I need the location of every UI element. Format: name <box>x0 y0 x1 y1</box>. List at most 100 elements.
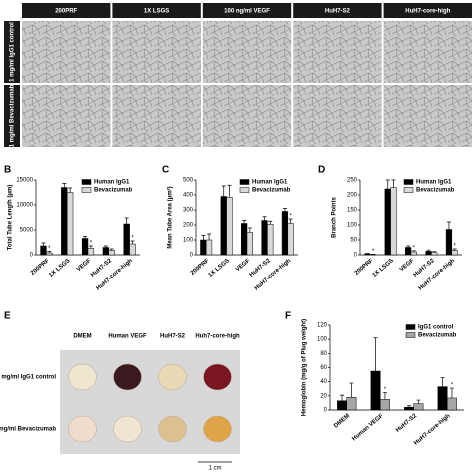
micrograph <box>22 21 111 83</box>
error-bar <box>109 248 114 251</box>
bar <box>425 251 432 256</box>
y-tick-label: 40 <box>320 379 327 385</box>
x-tick-label: 1X LSGS <box>48 258 71 279</box>
plug-photo <box>158 415 187 443</box>
significance-mark: * <box>453 244 456 250</box>
x-tick-label: HuH7-core-high <box>413 413 452 447</box>
row-header: 1 mg/ml IgG1 control <box>0 375 56 381</box>
error-bar <box>124 217 129 224</box>
y-tick-label: 150 <box>347 208 358 214</box>
y-tick-label: 15000 <box>16 178 33 184</box>
bar <box>226 197 233 256</box>
error-bar <box>407 405 412 408</box>
significance-mark: * <box>48 246 51 252</box>
y-tick-label: 200 <box>183 223 194 229</box>
micrograph <box>22 85 111 147</box>
legend-label: Bevacizumab <box>94 188 133 194</box>
error-bar <box>41 242 46 246</box>
plug-photo <box>158 363 187 391</box>
error-bar <box>288 218 293 224</box>
micrograph <box>202 85 292 147</box>
column-header-box <box>112 3 201 18</box>
bar <box>261 220 268 256</box>
y-tick-label: 50 <box>350 238 357 244</box>
significance-mark: * <box>131 236 134 242</box>
legend-label: Bevacizumab <box>418 333 457 339</box>
legend-label: Human IgG1 <box>252 180 288 186</box>
legend-label: Human IgG1 <box>94 180 130 186</box>
legend-swatch <box>405 324 416 330</box>
y-tick-label: 0 <box>324 408 328 414</box>
error-bar <box>340 394 345 401</box>
row-header-box <box>4 21 20 83</box>
y-tick-label: 200 <box>347 193 358 199</box>
error-bar <box>103 245 108 248</box>
y-tick-label: 400 <box>183 193 194 199</box>
bar <box>445 229 453 256</box>
significance-mark: * <box>289 214 292 220</box>
error-bar <box>391 179 396 188</box>
error-bar <box>221 185 226 197</box>
row-header: 1 mg/ml Bevacizumab <box>0 427 56 433</box>
x-tick-label: DMEM <box>333 413 351 429</box>
column-header: 1X LSGS <box>144 9 169 15</box>
y-tick-label: 0 <box>30 253 34 259</box>
error-bar <box>349 382 354 398</box>
y-tick-label: 0 <box>354 253 358 259</box>
panel-label: B <box>4 165 11 176</box>
bar <box>413 403 424 411</box>
error-bar <box>406 245 411 248</box>
plug-photo <box>113 415 142 443</box>
x-tick-label: HuH7-core-high <box>254 258 293 292</box>
panel-label: F <box>285 311 291 322</box>
x-tick-label: VEGF <box>235 258 252 273</box>
significance-mark: * <box>90 241 93 247</box>
error-bar <box>282 208 287 212</box>
bar <box>61 187 68 256</box>
column-header: DMEM <box>73 334 91 340</box>
error-bar <box>268 220 273 225</box>
x-tick-label: HuH7-S2 <box>395 413 419 434</box>
y-tick-label: 120 <box>317 323 328 329</box>
micrograph <box>202 21 292 83</box>
error-bar <box>83 236 88 239</box>
column-header: HuH7-S2 <box>160 334 186 340</box>
significance-mark: * <box>451 383 454 389</box>
bar <box>410 251 417 256</box>
bar <box>108 250 115 256</box>
bar <box>287 223 294 256</box>
error-bar <box>452 248 457 251</box>
legend-swatch <box>239 187 250 193</box>
bar <box>267 224 274 256</box>
legend-label: Bevacizumab <box>252 188 291 194</box>
column-header-box <box>383 3 472 18</box>
column-header: 100 ng/ml VEGF <box>224 9 270 15</box>
bar <box>404 406 414 411</box>
y-axis-label: Branch Points <box>332 197 338 238</box>
micrograph <box>112 85 201 147</box>
error-bar <box>426 249 431 252</box>
scale-bar-label: 1 cm <box>208 466 221 472</box>
micrograph <box>383 85 472 147</box>
y-tick-label: 10000 <box>16 203 33 209</box>
bar <box>40 245 47 256</box>
bar <box>390 187 397 256</box>
significance-mark: * <box>413 245 416 251</box>
legend-label: IgG1 control <box>418 325 454 331</box>
legend-swatch <box>405 332 416 338</box>
micrograph <box>383 21 472 83</box>
y-tick-label: 0 <box>190 253 194 259</box>
y-tick-label: 5000 <box>20 228 34 234</box>
column-header: HuH7-core-high <box>405 9 450 15</box>
plug-photo <box>113 363 142 391</box>
bar <box>380 399 390 411</box>
bar <box>129 243 136 256</box>
bar <box>66 192 74 256</box>
error-bar <box>432 251 437 253</box>
x-tick-label: HuH7-core-high <box>418 258 457 292</box>
row-header: 1 mg/ml IgG1 control <box>10 22 16 82</box>
legend-swatch <box>403 179 414 185</box>
bar <box>384 188 391 256</box>
bar <box>102 247 110 256</box>
error-bar <box>201 235 206 240</box>
